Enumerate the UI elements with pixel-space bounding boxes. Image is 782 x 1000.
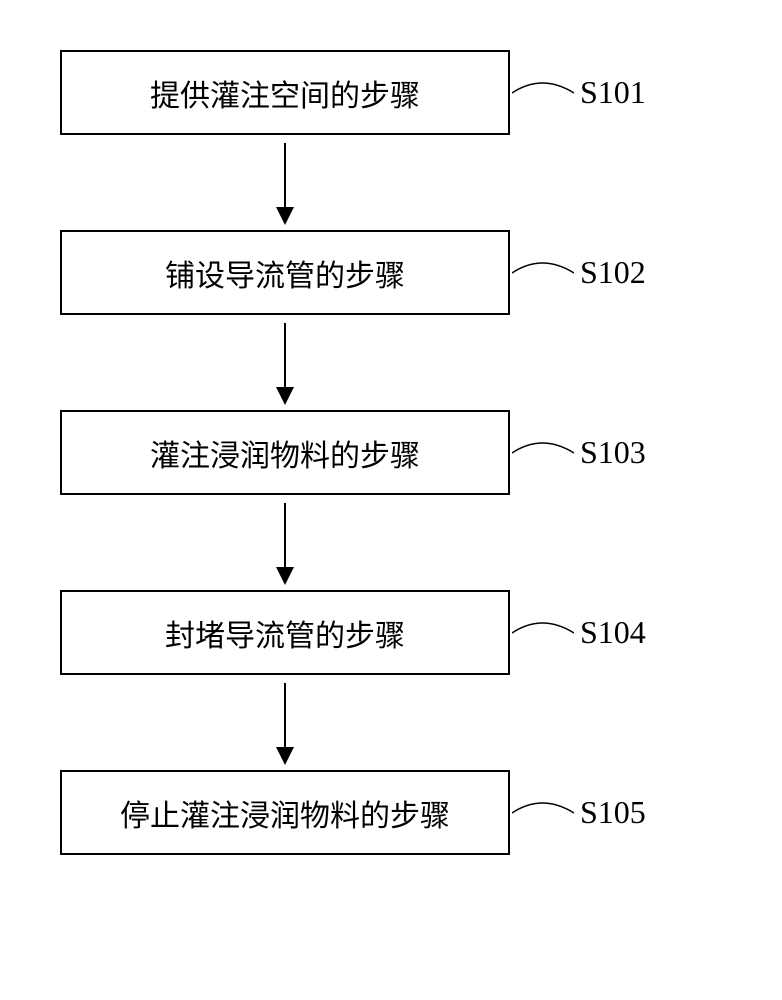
step-box-2: 铺设导流管的步骤 bbox=[60, 230, 510, 315]
arrow-3 bbox=[60, 495, 510, 590]
step-label-5: S105 bbox=[580, 794, 646, 831]
arrow-head-4 bbox=[276, 747, 294, 765]
arrow-line-2 bbox=[284, 323, 286, 403]
step-row-2: 铺设导流管的步骤 S102 bbox=[60, 230, 720, 315]
step-row-3: 灌注浸润物料的步骤 S103 bbox=[60, 410, 720, 495]
step-box-3: 灌注浸润物料的步骤 bbox=[60, 410, 510, 495]
step-box-4: 封堵导流管的步骤 bbox=[60, 590, 510, 675]
arrow-1 bbox=[60, 135, 510, 230]
arrow-head-1 bbox=[276, 207, 294, 225]
step-label-4: S104 bbox=[580, 614, 646, 651]
step-text-4: 封堵导流管的步骤 bbox=[165, 611, 405, 655]
step-row-4: 封堵导流管的步骤 S104 bbox=[60, 590, 720, 675]
step-label-1: S101 bbox=[580, 74, 646, 111]
connector-curve-1 bbox=[512, 78, 574, 108]
arrow-head-3 bbox=[276, 567, 294, 585]
connector-curve-3 bbox=[512, 438, 574, 468]
arrow-line-3 bbox=[284, 503, 286, 583]
step-text-3: 灌注浸润物料的步骤 bbox=[150, 431, 420, 475]
arrow-line-4 bbox=[284, 683, 286, 763]
step-row-5: 停止灌注浸润物料的步骤 S105 bbox=[60, 770, 720, 855]
step-label-2: S102 bbox=[580, 254, 646, 291]
connector-curve-2 bbox=[512, 258, 574, 288]
connector-curve-5 bbox=[512, 798, 574, 828]
step-text-2: 铺设导流管的步骤 bbox=[165, 251, 405, 295]
arrow-2 bbox=[60, 315, 510, 410]
arrow-line-1 bbox=[284, 143, 286, 223]
step-box-1: 提供灌注空间的步骤 bbox=[60, 50, 510, 135]
arrow-4 bbox=[60, 675, 510, 770]
step-text-1: 提供灌注空间的步骤 bbox=[150, 71, 420, 115]
step-text-5: 停止灌注浸润物料的步骤 bbox=[120, 791, 450, 835]
step-label-3: S103 bbox=[580, 434, 646, 471]
step-box-5: 停止灌注浸润物料的步骤 bbox=[60, 770, 510, 855]
flowchart-container: 提供灌注空间的步骤 S101 铺设导流管的步骤 S102 灌注浸润物料的步骤 bbox=[60, 50, 720, 855]
connector-curve-4 bbox=[512, 618, 574, 648]
step-row-1: 提供灌注空间的步骤 S101 bbox=[60, 50, 720, 135]
arrow-head-2 bbox=[276, 387, 294, 405]
